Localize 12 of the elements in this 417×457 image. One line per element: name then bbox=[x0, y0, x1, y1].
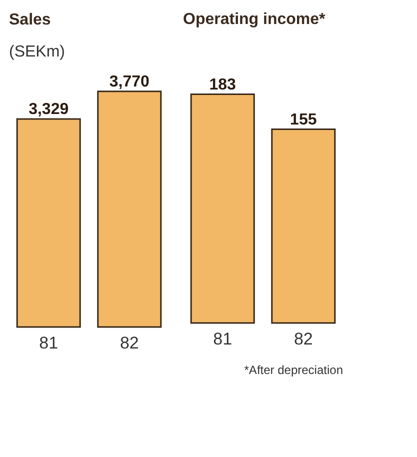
text: *After depreciation bbox=[244, 363, 343, 377]
data-label: 3,770 bbox=[109, 73, 150, 90]
data-label: 3,329 bbox=[28, 100, 69, 118]
chart-title: Sales bbox=[9, 11, 51, 28]
chart-subtitle: (SEKm) bbox=[9, 43, 65, 60]
x-tick-label: 81 bbox=[213, 330, 232, 348]
data-label: 155 bbox=[290, 111, 317, 128]
x-tick-label: 82 bbox=[120, 334, 139, 352]
chart-title: Operating income* bbox=[183, 11, 326, 28]
data-label: 183 bbox=[209, 76, 236, 94]
x-tick-label: 82 bbox=[294, 330, 313, 348]
x-tick-label: 81 bbox=[39, 334, 58, 352]
